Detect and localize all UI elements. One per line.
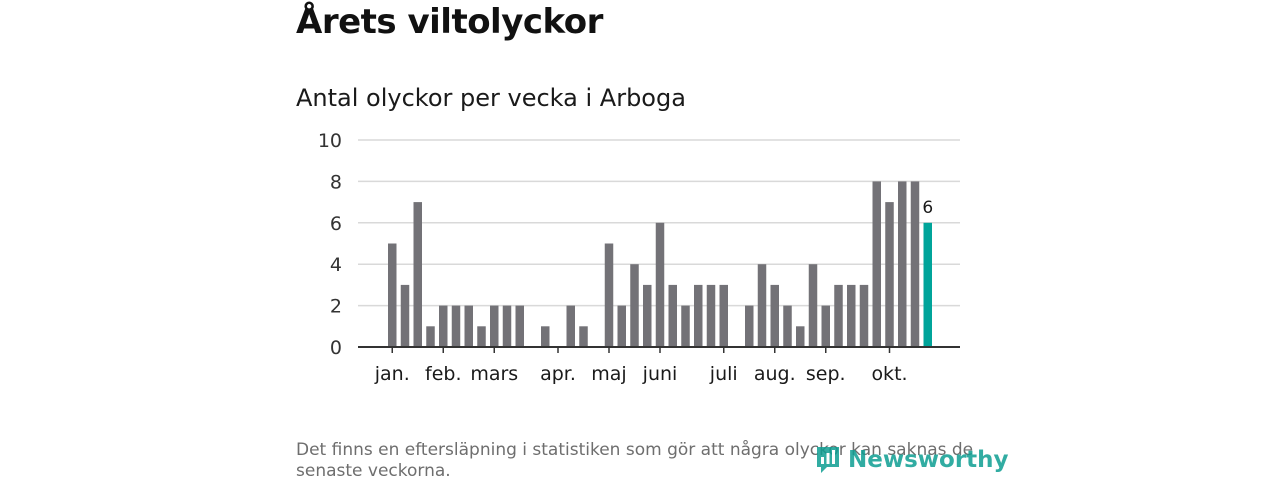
bar-current-week bbox=[923, 222, 932, 347]
y-axis-ticks: 0 2 4 6 8 10 bbox=[318, 130, 342, 359]
y-tick-label: 6 bbox=[330, 213, 342, 235]
bar bbox=[859, 284, 869, 347]
bar bbox=[502, 305, 512, 347]
bar bbox=[515, 305, 524, 347]
chart-title: Antal olyckor per vecka i Arboga bbox=[296, 84, 686, 112]
x-tick-label: feb. bbox=[425, 363, 461, 385]
bar bbox=[745, 305, 754, 347]
bar bbox=[719, 284, 728, 347]
x-tick-label: maj bbox=[591, 363, 626, 385]
bar bbox=[617, 305, 626, 347]
x-tick-label: juni bbox=[642, 363, 678, 385]
bar bbox=[643, 284, 652, 347]
bars: 6 bbox=[388, 181, 933, 347]
bar bbox=[770, 284, 779, 347]
bar bbox=[757, 264, 767, 347]
bar-value-label: 6 bbox=[922, 198, 933, 218]
bar bbox=[604, 243, 614, 347]
bar bbox=[400, 284, 410, 347]
bar bbox=[477, 326, 486, 347]
y-tick-label: 10 bbox=[318, 130, 342, 152]
y-tick-label: 0 bbox=[330, 337, 342, 359]
newsworthy-logo-icon bbox=[817, 447, 839, 473]
bar bbox=[579, 326, 588, 347]
bar bbox=[541, 326, 550, 347]
bar bbox=[439, 305, 448, 347]
bar-chart: 0 2 4 6 8 10 6 jan. feb. mars apr. maj juni juli aug… bbox=[318, 130, 960, 385]
bar bbox=[388, 243, 397, 347]
bar bbox=[706, 284, 716, 347]
brand-name: Newsworthy bbox=[848, 447, 1009, 473]
y-tick-label: 2 bbox=[330, 296, 342, 318]
y-tick-label: 8 bbox=[330, 171, 342, 193]
x-tick-label: sep. bbox=[806, 363, 846, 385]
x-tick-label: jan. bbox=[374, 363, 410, 385]
bar bbox=[885, 202, 894, 347]
x-tick-label: juli bbox=[709, 363, 738, 385]
x-tick-label: okt. bbox=[871, 363, 907, 385]
bar bbox=[821, 305, 830, 347]
x-tick-label: mars bbox=[470, 363, 518, 385]
bar bbox=[451, 305, 461, 347]
bar bbox=[566, 305, 575, 347]
bar bbox=[655, 222, 665, 347]
x-axis: jan. feb. mars apr. maj juni juli aug. sep. okt. bbox=[358, 346, 960, 385]
bar bbox=[898, 181, 907, 347]
y-tick-label: 4 bbox=[330, 254, 342, 276]
bar bbox=[668, 284, 677, 347]
bar bbox=[413, 202, 422, 347]
bar bbox=[872, 181, 881, 347]
bar bbox=[834, 284, 843, 347]
bar bbox=[681, 305, 690, 347]
x-tick-label: aug. bbox=[754, 363, 796, 385]
bar bbox=[796, 326, 805, 347]
x-tick-label: apr. bbox=[540, 363, 576, 385]
bar bbox=[694, 284, 703, 347]
bar bbox=[630, 264, 639, 347]
page-title: Årets viltolyckor bbox=[296, 2, 603, 42]
bar bbox=[426, 326, 435, 347]
bar bbox=[808, 264, 818, 347]
bar bbox=[783, 305, 792, 347]
bar bbox=[490, 305, 499, 347]
footnote: Det finns en eftersläpning i statistiken… bbox=[296, 440, 974, 481]
bar bbox=[847, 284, 856, 347]
bar bbox=[910, 181, 920, 347]
bar bbox=[464, 305, 473, 347]
brand-logo: Newsworthy bbox=[814, 444, 1009, 476]
